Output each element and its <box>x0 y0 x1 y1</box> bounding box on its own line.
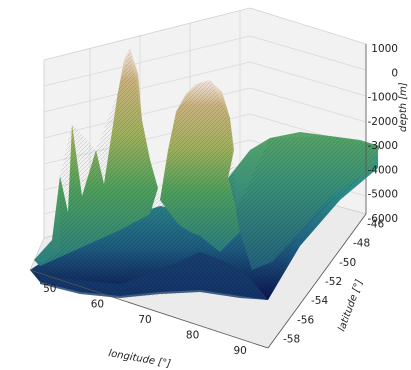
x-tick-label: 50 <box>43 283 56 295</box>
z-tick-label: -6000 <box>367 213 398 225</box>
axis-lines <box>29 44 367 349</box>
x-axis-label: longitude [°] <box>107 348 171 370</box>
z-tick-label: 0 <box>391 67 398 79</box>
y-tick-label: -56 <box>297 314 314 326</box>
x-tick-label: 90 <box>234 345 247 357</box>
x-tick-label: 70 <box>138 314 151 326</box>
y-tick-label: -52 <box>325 276 342 288</box>
z-tick-label: 1000 <box>371 43 398 55</box>
y-tick-labels: -46 -48 -50 -52 -54 -56 -58 <box>283 219 384 346</box>
x-tick-labels: 50 60 70 80 90 <box>43 283 247 357</box>
y-tick-label: -54 <box>311 295 328 307</box>
z-axis-label: depth [m] <box>398 82 409 132</box>
z-tick-labels: 1000 0 -1000 -2000 -3000 -4000 -5000 -6000 <box>367 43 398 225</box>
x-tick-label: 80 <box>186 330 199 342</box>
z-tick-label: -5000 <box>367 189 398 201</box>
y-tick-label: -58 <box>283 333 300 345</box>
z-tick-label: -4000 <box>367 164 398 176</box>
z-tick-label: -3000 <box>367 140 398 152</box>
depth-surface <box>30 48 380 300</box>
x-tick-label: 60 <box>91 298 104 310</box>
y-tick-label: -50 <box>339 257 356 269</box>
z-tick-label: -1000 <box>367 92 398 104</box>
z-tick-label: -2000 <box>367 116 398 128</box>
y-tick-label: -48 <box>353 238 370 250</box>
y-tick-label: -46 <box>367 219 384 231</box>
surface-mesh <box>30 48 380 300</box>
